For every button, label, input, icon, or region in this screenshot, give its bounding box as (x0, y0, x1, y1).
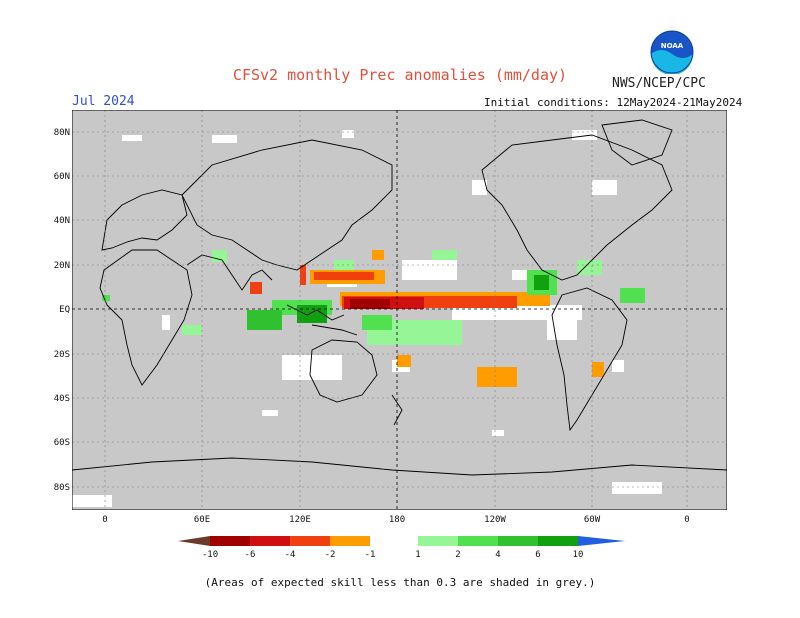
colorbar-swatch (210, 536, 250, 546)
lon-label: 180 (389, 515, 405, 525)
colorbar-swatch (250, 536, 290, 546)
lon-label: 120E (289, 515, 311, 525)
chart-title: CFSv2 monthly Prec anomalies (mm/day) (232, 66, 568, 84)
colorbar: -10 -6 -4 -2 -1 1 2 4 6 10 (178, 536, 625, 560)
colorbar-label: 10 (573, 550, 584, 560)
lon-label: 120W (484, 515, 506, 525)
footnote: (Areas of expected skill less than 0.3 a… (204, 576, 596, 589)
lon-label: 0 (684, 515, 689, 525)
anomaly-map (72, 110, 727, 510)
lat-label: 40N (54, 216, 70, 226)
lon-label: 60E (194, 515, 210, 525)
colorbar-label: -6 (245, 550, 256, 560)
lat-axis: 80N 60N 40N 20N EQ 20S 40S 60S 80S (54, 128, 70, 493)
lat-label: 20S (54, 350, 70, 360)
lat-label: 60S (54, 438, 70, 448)
colorbar-swatch (418, 536, 458, 546)
colorbar-swatch (498, 536, 538, 546)
graticule (72, 110, 727, 510)
lon-label: 60W (584, 515, 601, 525)
lat-label: 60N (54, 172, 70, 182)
lat-label: 20N (54, 261, 70, 271)
noaa-logo: NOAA (650, 30, 694, 75)
lat-label: 80S (54, 483, 70, 493)
forecast-month: Jul 2024 (72, 94, 135, 109)
noaa-logo-text: NOAA (661, 42, 684, 50)
colorbar-label: -2 (325, 550, 336, 560)
lat-label: 40S (54, 394, 70, 404)
colorbar-label: -10 (202, 550, 218, 560)
colorbar-neutral (370, 536, 418, 546)
colorbar-swatch (458, 536, 498, 546)
lon-label: 0 (102, 515, 107, 525)
agency-label: NWS/NCEP/CPC (612, 76, 706, 91)
skill-mask (72, 110, 727, 510)
lon-axis: 0 60E 120E 180 120W 60W 0 (102, 515, 689, 525)
colorbar-label: 1 (415, 550, 420, 560)
colorbar-label: 2 (455, 550, 460, 560)
colorbar-dry-arrow (178, 536, 210, 546)
colorbar-label: -4 (285, 550, 296, 560)
colorbar-label: -1 (365, 550, 376, 560)
lat-label: EQ (59, 305, 70, 315)
dry-anomalies (250, 250, 604, 387)
colorbar-swatch (330, 536, 370, 546)
lat-label: 80N (54, 128, 70, 138)
colorbar-swatch (290, 536, 330, 546)
wet-anomalies (102, 250, 645, 345)
colorbar-wet-arrow (578, 536, 625, 546)
colorbar-label: 4 (495, 550, 500, 560)
colorbar-swatch (538, 536, 578, 546)
initial-conditions: Initial conditions: 12May2024-21May2024 (484, 96, 743, 109)
colorbar-label: 6 (535, 550, 540, 560)
